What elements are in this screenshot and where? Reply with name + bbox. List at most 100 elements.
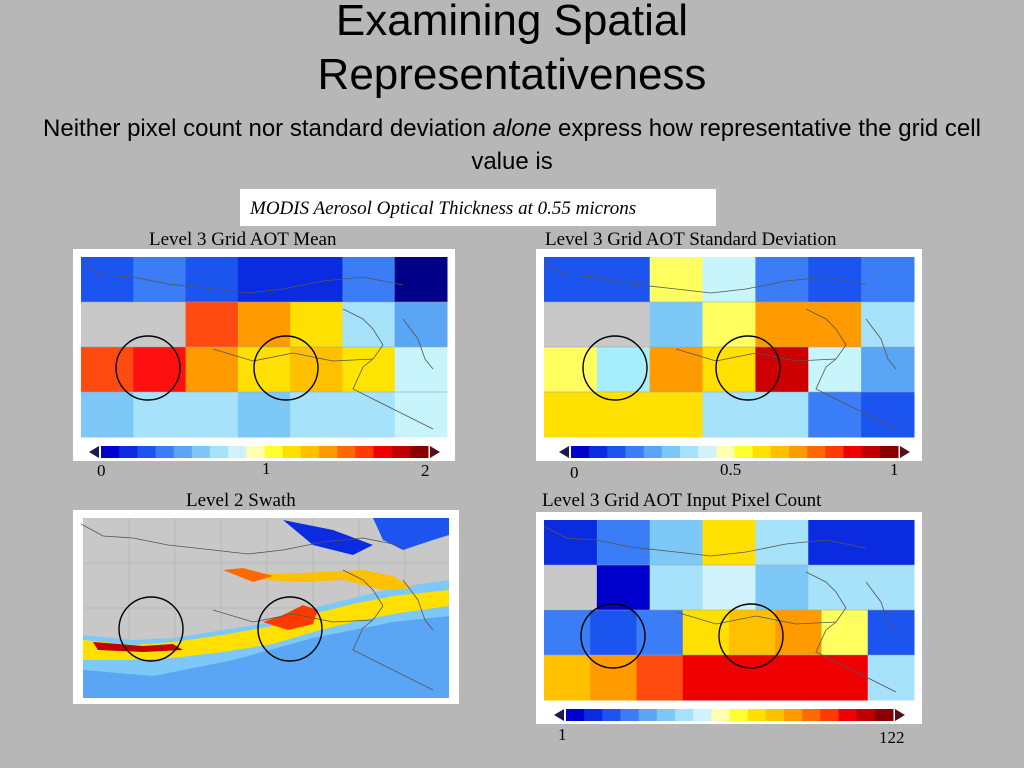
mean-cell bbox=[237, 302, 291, 348]
mean-cell bbox=[133, 257, 187, 303]
mean-tick-max: 2 bbox=[421, 461, 430, 480]
colorbar-swatch bbox=[856, 709, 876, 721]
stddev-colorbar bbox=[536, 443, 922, 461]
colorbar-swatch bbox=[246, 446, 265, 458]
stddev-cell bbox=[544, 302, 598, 348]
stddev-cell bbox=[808, 257, 862, 303]
count-cell bbox=[649, 520, 704, 566]
colorbar-swatch bbox=[838, 709, 858, 721]
coastline bbox=[865, 318, 897, 370]
coastline bbox=[212, 348, 374, 362]
count-panel-title: Level 3 Grid AOT Input Pixel Count bbox=[542, 490, 822, 511]
stddev-cell bbox=[808, 347, 862, 393]
colorbar-swatch bbox=[716, 446, 735, 458]
colorbar-swatch bbox=[638, 709, 658, 721]
mean-cell bbox=[394, 347, 448, 393]
count-cell bbox=[867, 610, 915, 656]
stddev-cell bbox=[596, 347, 651, 393]
coastline bbox=[865, 581, 897, 633]
colorbar-swatch bbox=[602, 709, 621, 721]
coastline bbox=[80, 262, 404, 294]
colorbar-arrow-right bbox=[900, 446, 910, 458]
colorbar-swatch bbox=[784, 709, 803, 721]
mean-cell bbox=[133, 302, 187, 348]
count-cell bbox=[729, 610, 776, 656]
colorbar-swatch bbox=[571, 446, 590, 458]
dataset-banner: MODIS Aerosol Optical Thickness at 0.55 … bbox=[240, 189, 716, 226]
mean-cell bbox=[81, 347, 134, 393]
colorbar-swatch bbox=[584, 709, 603, 721]
mean-cell bbox=[237, 392, 291, 438]
colorbar-swatch bbox=[656, 709, 676, 721]
count-map bbox=[543, 520, 915, 701]
stddev-cell bbox=[544, 257, 598, 303]
stddev-cell bbox=[702, 347, 756, 393]
count-cell bbox=[702, 520, 756, 566]
colorbar-swatch bbox=[355, 446, 374, 458]
mean-cell bbox=[237, 347, 291, 393]
colorbar-swatch bbox=[409, 446, 429, 458]
mean-map bbox=[80, 257, 448, 438]
coastline bbox=[80, 523, 404, 555]
coastline bbox=[675, 611, 837, 625]
stddev-cell bbox=[596, 257, 651, 303]
swath-band-blue-dark bbox=[283, 520, 373, 555]
mean-cell bbox=[237, 257, 291, 303]
colorbar-swatch bbox=[191, 446, 211, 458]
mean-panel-title: Level 3 Grid AOT Mean bbox=[149, 229, 337, 250]
colorbar-swatch bbox=[802, 709, 821, 721]
slide-title-line2: Representativeness bbox=[317, 50, 707, 99]
colorbar-swatch bbox=[843, 446, 863, 458]
colorbar-swatch bbox=[861, 446, 881, 458]
colorbar-swatch bbox=[825, 446, 844, 458]
colorbar-swatch bbox=[391, 446, 411, 458]
count-cell bbox=[867, 655, 915, 701]
count-cell bbox=[755, 565, 809, 611]
colorbar-arrow-left bbox=[554, 709, 564, 721]
coastline bbox=[402, 579, 434, 631]
count-tick-max: 122 bbox=[879, 728, 905, 747]
stddev-tick-mid: 0.5 bbox=[720, 460, 742, 479]
colorbar-swatch bbox=[319, 446, 338, 458]
colorbar-swatch bbox=[752, 446, 772, 458]
coastline bbox=[543, 525, 867, 557]
slide-title: Examining Spatial Representativeness bbox=[0, 0, 1024, 102]
stddev-cell bbox=[649, 257, 704, 303]
colorbar-swatch bbox=[693, 709, 712, 721]
highlight-circle bbox=[257, 596, 323, 662]
swath-panel-title: Level 2 Swath bbox=[186, 490, 296, 511]
colorbar-swatch bbox=[607, 446, 626, 458]
colorbar-swatch bbox=[680, 446, 699, 458]
highlight-circle bbox=[582, 335, 648, 401]
colorbar-swatch bbox=[228, 446, 247, 458]
mean-cell bbox=[342, 257, 396, 303]
colorbar-swatch bbox=[210, 446, 229, 458]
highlight-circle bbox=[253, 335, 319, 401]
subtitle-text-post: express how representative the grid cell… bbox=[471, 115, 981, 175]
colorbar-swatch bbox=[566, 709, 585, 721]
count-cell bbox=[649, 565, 704, 611]
mean-cell bbox=[185, 302, 239, 348]
count-cell bbox=[590, 610, 637, 656]
mean-cell bbox=[290, 302, 343, 348]
count-tick-min: 1 bbox=[558, 725, 567, 744]
coastline bbox=[805, 571, 897, 693]
subtitle-text-pre: Neither pixel count nor standard deviati… bbox=[43, 115, 493, 142]
swath-map-panel bbox=[73, 510, 459, 704]
mean-cell bbox=[394, 257, 448, 303]
stddev-tick-min: 0 bbox=[570, 463, 579, 482]
colorbar-swatch bbox=[734, 446, 754, 458]
count-cell bbox=[544, 655, 591, 701]
colorbar-swatch bbox=[820, 709, 839, 721]
coastline bbox=[543, 262, 867, 294]
count-cell bbox=[861, 565, 915, 611]
colorbar-swatch bbox=[119, 446, 138, 458]
coastline bbox=[342, 308, 434, 430]
colorbar-arrow-left bbox=[559, 446, 569, 458]
colorbar-swatch bbox=[661, 446, 681, 458]
colorbar-swatch bbox=[711, 709, 730, 721]
highlight-circle bbox=[580, 603, 646, 669]
count-cell bbox=[821, 655, 869, 701]
stddev-cell bbox=[755, 392, 809, 438]
mean-cell bbox=[133, 347, 187, 393]
